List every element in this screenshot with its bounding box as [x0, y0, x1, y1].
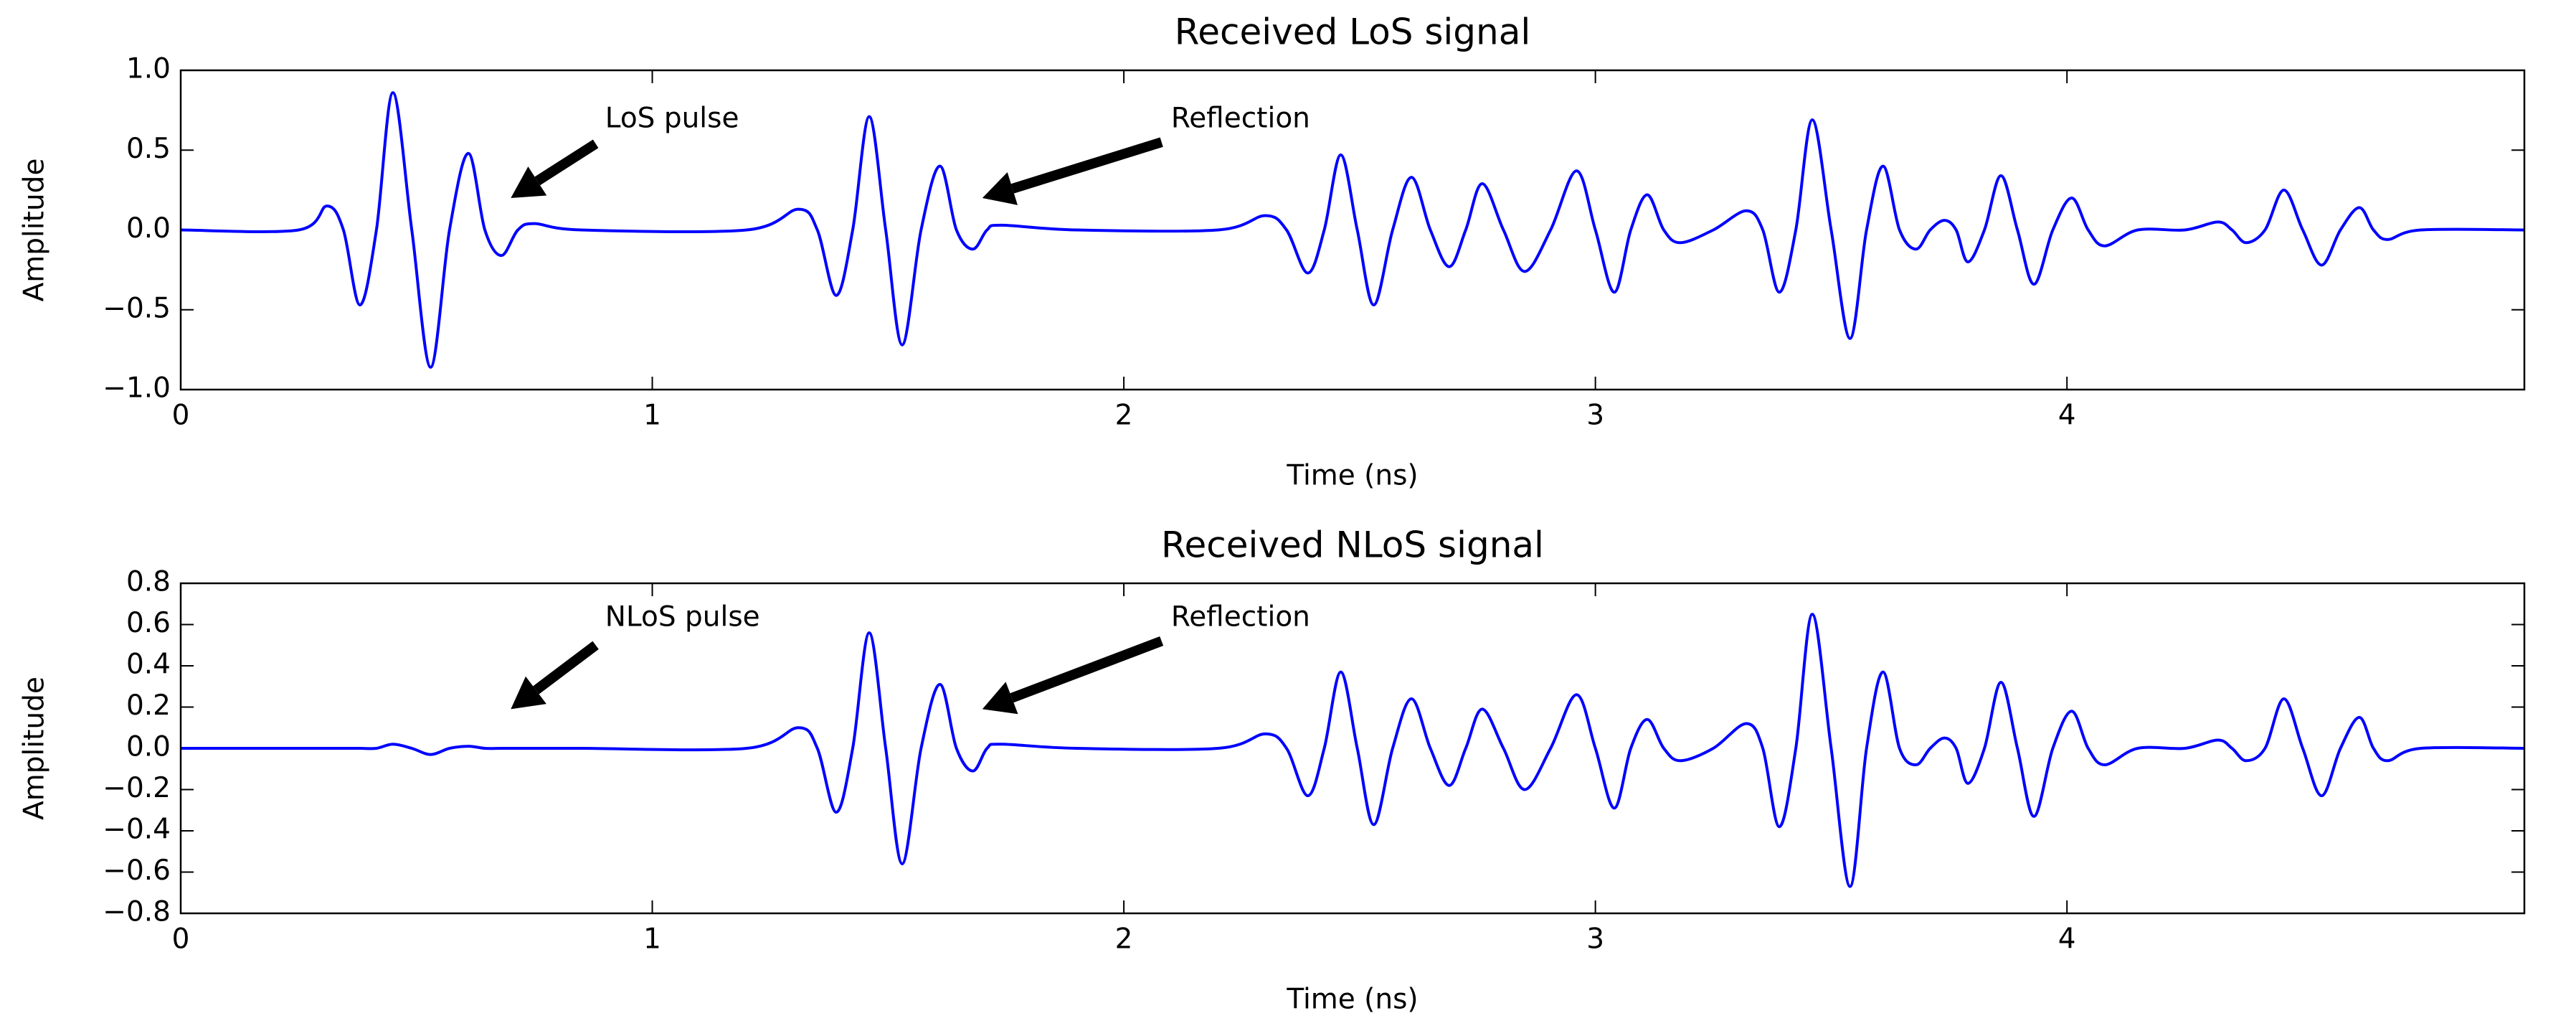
y-tick-label: 0.0: [126, 212, 171, 245]
y-tick-label: 0.0: [126, 731, 171, 763]
y-tick-label: 1.0: [126, 53, 171, 85]
y-axis-label: Amplitude: [19, 159, 51, 302]
y-tick-label: −0.5: [103, 292, 171, 324]
y-tick-label: 0.4: [126, 649, 171, 681]
x-axis-label: Time (ns): [1286, 984, 1418, 1016]
y-tick-label: 0.8: [126, 566, 171, 598]
annotation-arrowhead: [511, 166, 547, 198]
y-tick-label: −1.0: [103, 372, 171, 405]
y-tick-label: −0.8: [103, 896, 171, 928]
signal-line: [181, 613, 2525, 888]
chart-title: Received LoS signal: [1175, 11, 1530, 53]
y-axis-label: Amplitude: [19, 677, 51, 820]
x-tick-label: 2: [1115, 923, 1133, 956]
x-tick-label: 1: [643, 923, 661, 956]
annotation: Reflection: [1171, 601, 1310, 633]
plot-frame: [179, 582, 2526, 915]
y-tick-label: −0.6: [103, 855, 171, 887]
x-tick-label: 3: [1586, 400, 1604, 432]
y-tick-label: −0.2: [103, 772, 171, 804]
annotation-arrowhead: [982, 171, 1018, 205]
signal-line: [180, 91, 2525, 369]
x-tick-label: 3: [1586, 923, 1604, 956]
x-tick-label: 2: [1115, 400, 1133, 432]
annotation-arrow: [1010, 137, 1163, 194]
annotation-arrow: [534, 139, 599, 186]
annotation: Reflection: [1171, 102, 1310, 134]
x-tick-label: 4: [2058, 923, 2076, 956]
annotation: NLoS pulse: [605, 601, 760, 633]
x-tick-label: 0: [172, 400, 190, 432]
annotation: LoS pulse: [605, 102, 739, 134]
y-tick-label: 0.2: [126, 689, 171, 722]
plot-frame: [179, 69, 2526, 391]
y-tick-label: 0.5: [126, 133, 171, 165]
y-tick-label: 0.6: [126, 607, 171, 639]
annotation-arrowhead: [511, 676, 546, 710]
x-tick-label: 0: [172, 923, 190, 956]
annotation-arrowhead: [982, 682, 1018, 715]
annotation-arrow: [1010, 636, 1164, 703]
annotation-arrow: [533, 641, 599, 695]
x-tick-label: 1: [643, 400, 661, 432]
x-axis-label: Time (ns): [1286, 460, 1418, 492]
chart-title: Received NLoS signal: [1161, 524, 1544, 566]
y-tick-label: −0.4: [103, 814, 171, 846]
x-tick-label: 4: [2058, 400, 2076, 432]
